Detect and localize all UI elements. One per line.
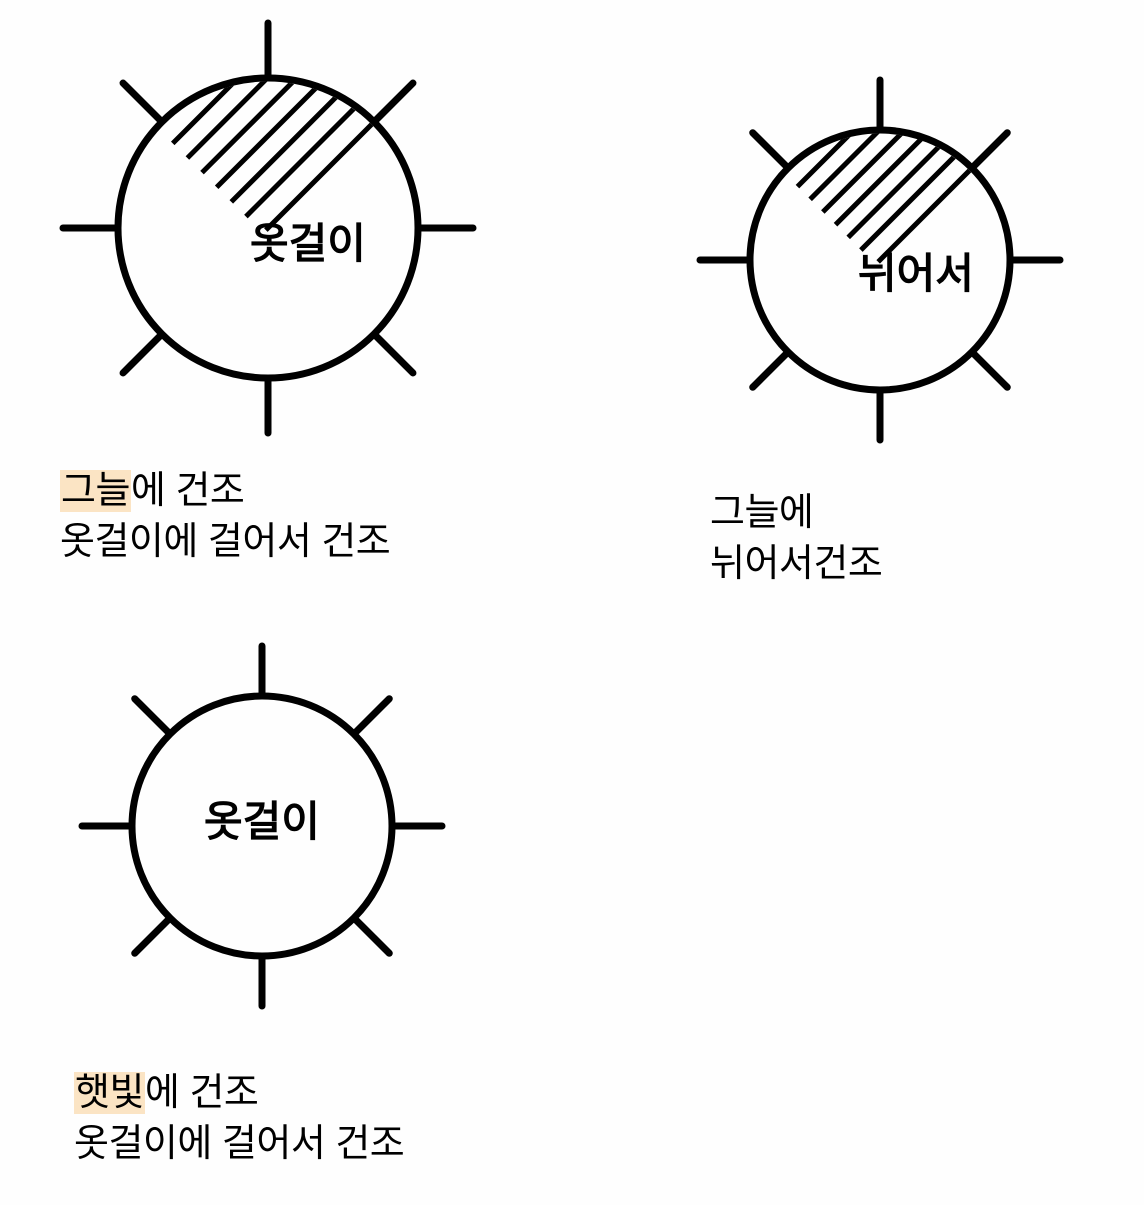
caption-shade-flat: 그늘에 뉘어서건조	[710, 488, 882, 591]
caption-line: 햇빛에 건조	[74, 1068, 404, 1119]
caption-highlight: 그늘	[60, 470, 131, 512]
dry-symbol-sun-hanger: 옷걸이	[72, 636, 452, 1016]
dry-symbol-svg: 옷걸이	[58, 18, 478, 438]
caption-shade-hanger: 그늘에 건조 옷걸이에 걸어서 건조	[60, 466, 390, 569]
caption-highlight: 햇빛	[74, 1072, 145, 1114]
caption-sun-hanger: 햇빛에 건조 옷걸이에 걸어서 건조	[74, 1068, 404, 1171]
caption-line: 그늘에 건조	[60, 466, 390, 517]
caption-line: 옷걸이에 걸어서 건조	[60, 517, 390, 568]
caption-line: 뉘어서건조	[710, 539, 882, 590]
symbol-label: 뉘어서	[858, 250, 974, 297]
symbol-label: 옷걸이	[250, 220, 366, 267]
caption-line: 옷걸이에 걸어서 건조	[74, 1119, 404, 1170]
dry-symbol-svg: 옷걸이	[72, 636, 452, 1016]
dry-symbol-svg: 뉘어서	[690, 70, 1070, 450]
caption-line: 그늘에	[710, 488, 882, 539]
dry-symbol-shade-hanger: 옷걸이	[58, 18, 478, 438]
symbol-label: 옷걸이	[204, 798, 320, 845]
dry-symbol-shade-flat: 뉘어서	[690, 70, 1070, 450]
